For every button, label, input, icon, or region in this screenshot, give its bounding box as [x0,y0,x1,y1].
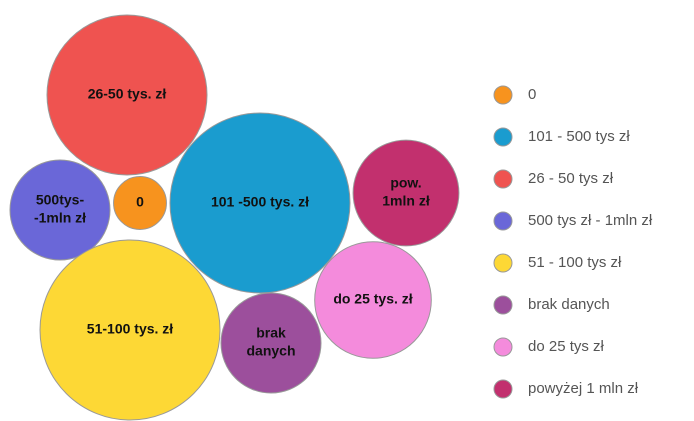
legend-label: do 25 tys zł [528,338,605,355]
legend-swatch [493,253,513,273]
bubble-label: 101 -500 tys. zł [211,194,309,210]
bubble-label: 51-100 tys. zł [87,321,173,337]
legend-label: 0 [528,86,536,103]
legend-swatch [493,379,513,399]
bubble-label: 26-50 tys. zł [88,86,167,102]
bubble-label: danych [246,343,295,359]
bubble [39,239,221,421]
legend-swatch [493,337,513,357]
bubble [352,139,460,247]
bubble-label: 0 [136,194,144,210]
bubble [220,292,322,394]
legend-label: brak danych [528,296,610,313]
bubble-label: 500tys- [36,192,85,208]
bubble [169,112,351,294]
legend-swatch [493,127,513,147]
bubble-label: -1mln zł [34,210,86,226]
bubble-label: 1mln zł [382,193,430,209]
bubble [9,159,111,261]
bubble-label: brak [256,325,286,341]
legend-label: 51 - 100 tys zł [528,254,622,271]
legend-label: 101 - 500 tys zł [528,128,630,145]
legend-label: 500 tys zł - 1mln zł [528,212,653,229]
legend-swatch [493,169,513,189]
bubble [46,14,208,176]
legend-label: 26 - 50 tys zł [528,170,614,187]
legend-label: powyżej 1 mln zł [528,380,639,397]
bubble [314,241,432,359]
legend-swatch [493,211,513,231]
legend-swatch [493,85,513,105]
bubble-label: pow. [390,175,421,191]
bubble [113,176,167,230]
bubble-label: do 25 tys. zł [333,291,412,307]
legend-swatch [493,295,513,315]
